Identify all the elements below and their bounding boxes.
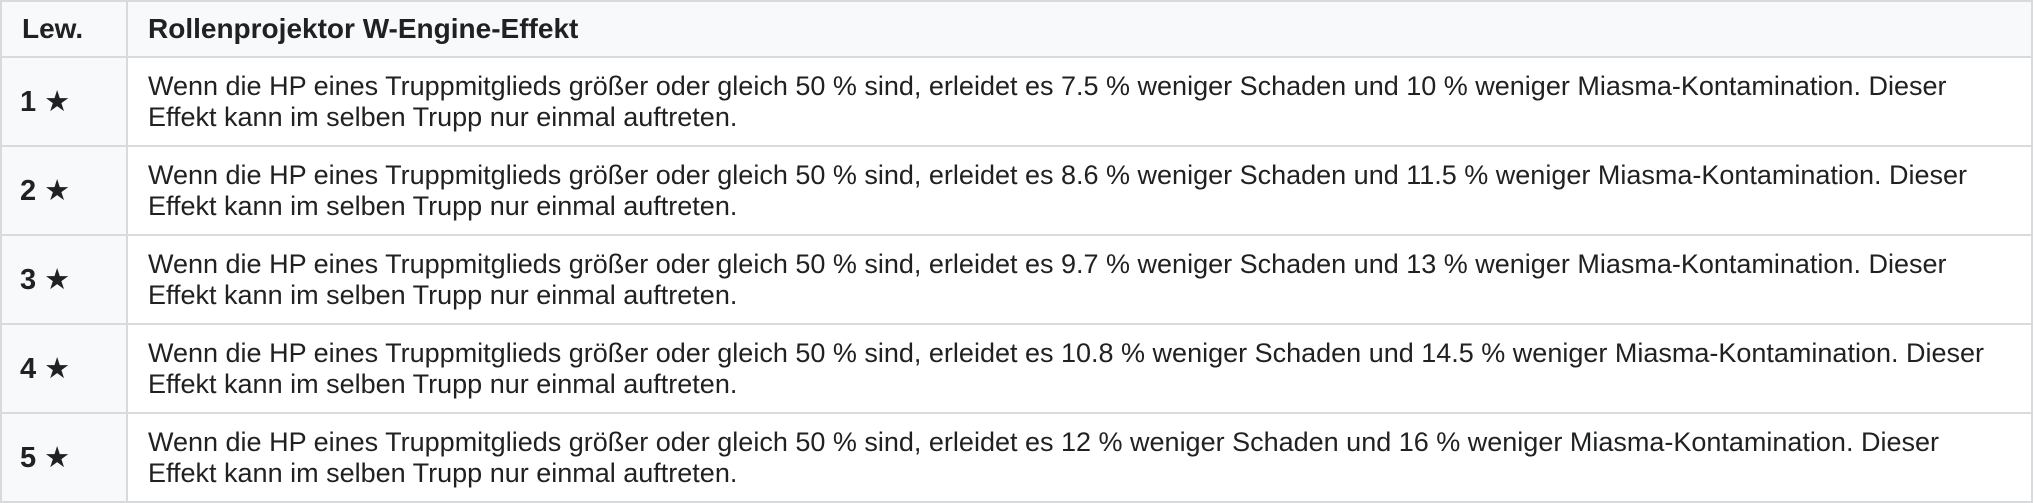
level-4-effect-text: Wenn die HP eines Truppmitglieds größer … [126, 323, 2033, 414]
table-header-row: Lew. Rollenprojektor W-Engine-Effekt [0, 0, 2033, 58]
level-3-effect-text: Wenn die HP eines Truppmitglieds größer … [126, 234, 2033, 325]
level-5-cell: 5 ★ [0, 412, 128, 503]
level-5-effect-text: Wenn die HP eines Truppmitglieds größer … [126, 412, 2033, 503]
column-header-effect: Rollenprojektor W-Engine-Effekt [126, 0, 2033, 58]
column-header-level: Lew. [0, 0, 128, 58]
level-2-effect-text: Wenn die HP eines Truppmitglieds größer … [126, 145, 2033, 236]
level-1-effect-text: Wenn die HP eines Truppmitglieds größer … [126, 56, 2033, 147]
level-2-cell: 2 ★ [0, 145, 128, 236]
table-row-level-4: 4 ★ Wenn die HP eines Truppmitglieds grö… [0, 323, 2033, 414]
table-row-level-2: 2 ★ Wenn die HP eines Truppmitglieds grö… [0, 145, 2033, 236]
level-4-cell: 4 ★ [0, 323, 128, 414]
level-1-cell: 1 ★ [0, 56, 128, 147]
level-3-cell: 3 ★ [0, 234, 128, 325]
table-row-level-5: 5 ★ Wenn die HP eines Truppmitglieds grö… [0, 412, 2033, 503]
table-row-level-3: 3 ★ Wenn die HP eines Truppmitglieds grö… [0, 234, 2033, 325]
table-row-level-1: 1 ★ Wenn die HP eines Truppmitglieds grö… [0, 56, 2033, 147]
